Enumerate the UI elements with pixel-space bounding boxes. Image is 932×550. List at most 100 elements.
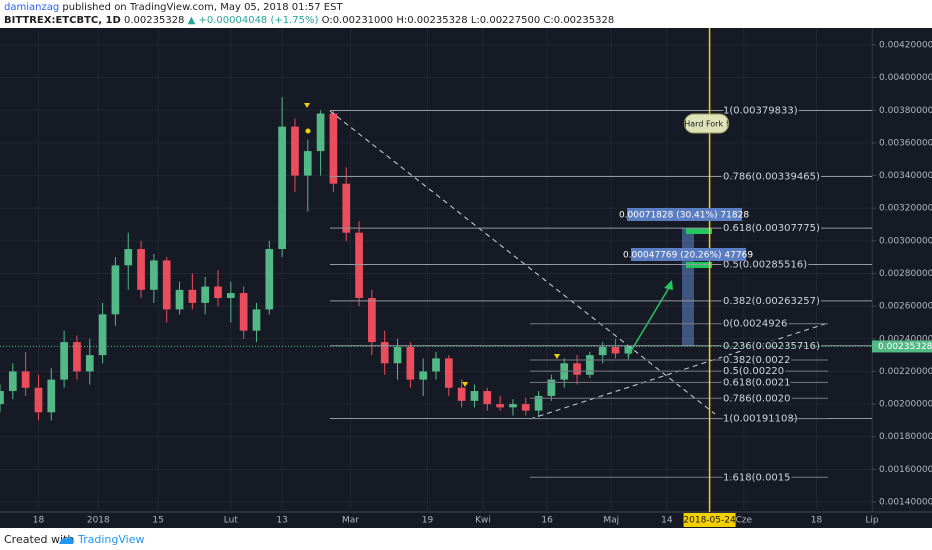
x-tick-label: Maj (603, 516, 619, 526)
candle-body (137, 249, 145, 290)
candle-body (573, 363, 581, 375)
candle-body (509, 404, 517, 408)
y-tick-label: 0.00280000 (879, 269, 932, 279)
fib-label: 0.382(0.00263257) (723, 296, 820, 307)
ohlc: C:0.00235328 (543, 15, 615, 26)
header-line: BITTREX:ETCBTC, 1D 0.00235328 ▲ +0.00004… (4, 15, 614, 26)
fib-label: 0(0.0024926 (723, 319, 787, 330)
y-tick-label: 0.00200000 (879, 400, 932, 410)
x-tick-label: 18 (811, 516, 823, 526)
candle-body (342, 183, 351, 233)
x-tick-label: Lut (224, 516, 239, 526)
x-tick-label: 15 (152, 516, 163, 526)
measure-label: 0.00047769 (20.26%) 47769 (623, 251, 753, 261)
y-tick-label: 0.00400000 (879, 73, 932, 83)
candle-body (150, 260, 158, 290)
fib-label: 0.618(0.00307775) (723, 223, 820, 234)
marker (305, 128, 311, 134)
candle-body (73, 342, 81, 372)
callout-text: Hard Fork ! (684, 120, 729, 129)
candle-body (47, 379, 56, 413)
candle-body (85, 355, 94, 372)
x-tick-label: Cze (735, 516, 752, 526)
candle-body (611, 346, 620, 354)
x-tick-label: 18 (33, 516, 45, 526)
chart: 1(0.00379833) 0.786(0.00339465) 0.618(0.00… (0, 28, 932, 528)
fib-label: 1(0.00379833) (723, 106, 798, 117)
y-tick-label: 0.00180000 (879, 432, 932, 442)
ohlc: H:0.00235328 (396, 15, 468, 26)
ohlc: O:0.00231000 (321, 15, 394, 26)
candle-body (226, 293, 235, 298)
candle-body (457, 387, 466, 401)
candle-body (355, 232, 363, 298)
candle-body (624, 346, 633, 354)
candle-body (406, 346, 415, 380)
callout (684, 113, 730, 134)
candle-body (444, 358, 453, 388)
author[interactable]: damianzag (4, 2, 60, 13)
candle-body (265, 249, 274, 310)
event-date: 2018-05-24 (683, 516, 736, 526)
candle-body (483, 391, 492, 405)
candle-body (303, 151, 312, 176)
candle-body (278, 126, 286, 250)
candle-body (21, 371, 30, 388)
candle-body (368, 297, 376, 343)
arrow (627, 285, 671, 357)
measure-box (627, 208, 742, 221)
x-tick-label: 13 (276, 516, 287, 526)
event-tag (683, 513, 736, 527)
measure-box (631, 248, 746, 261)
price-tag-label: 0.00235328 (878, 342, 932, 352)
x-tick-label: 2018 (87, 516, 110, 526)
change: ▲ +0.00004048 (+1.75%) (187, 15, 319, 26)
measure-range (682, 228, 694, 346)
measure-label: 0.00071828 (30.41%) 71828 (619, 211, 749, 221)
y-tick-label: 0.00300000 (879, 236, 932, 246)
candle-body (214, 286, 222, 298)
candle-body (111, 265, 120, 315)
candle-body (432, 358, 440, 372)
candle-body (124, 249, 133, 266)
candle-body (0, 391, 4, 405)
candle-body (393, 346, 402, 364)
price-tag (872, 340, 932, 353)
fib-label: 1.618(0.0015 (723, 472, 791, 483)
y-tick-label: 0.00260000 (879, 302, 932, 312)
x-tick-label: 16 (541, 516, 553, 526)
fib-label: 0.618(0.0021 (723, 377, 791, 388)
candle-body (534, 395, 543, 411)
y-tick-label: 0.00220000 (879, 367, 932, 377)
candle-body (380, 342, 389, 364)
candle-body (8, 371, 17, 392)
brand[interactable]: TradingView (78, 533, 145, 546)
header-line: damianzag published on TradingView.com, … (4, 2, 343, 13)
candle-body (470, 391, 479, 401)
candle-body (586, 355, 594, 375)
symbol: BITTREX:ETCBTC, 1D (4, 15, 121, 26)
candle-body (188, 289, 197, 303)
candle-body (201, 286, 210, 303)
fib-label: 0.382(0.0022 (723, 355, 791, 366)
published: published on TradingView.com, May 05, 20… (62, 2, 343, 13)
arrow-head (664, 280, 673, 290)
candle-body (521, 404, 530, 411)
fib-label: 0.786(0.00339465) (723, 171, 820, 182)
candle-body (162, 260, 171, 310)
x-tick-label: Kwi (475, 516, 491, 526)
measure-cap (686, 228, 712, 234)
y-tick-label: 0.00140000 (879, 498, 932, 508)
candle-body (34, 387, 43, 413)
y-tick-label: 0.00340000 (879, 171, 932, 181)
created: Created with (4, 533, 75, 546)
candle-body (598, 346, 607, 356)
y-tick-label: 0.00380000 (879, 106, 932, 116)
y-tick-label: 0.00360000 (879, 138, 932, 148)
header: damianzag published on TradingView.com, … (0, 0, 932, 28)
fib-label: 0.786(0.0020 (723, 393, 791, 404)
trendline (329, 110, 716, 415)
candle-body (252, 309, 261, 331)
y-tick-label: 0.00240000 (879, 334, 932, 344)
